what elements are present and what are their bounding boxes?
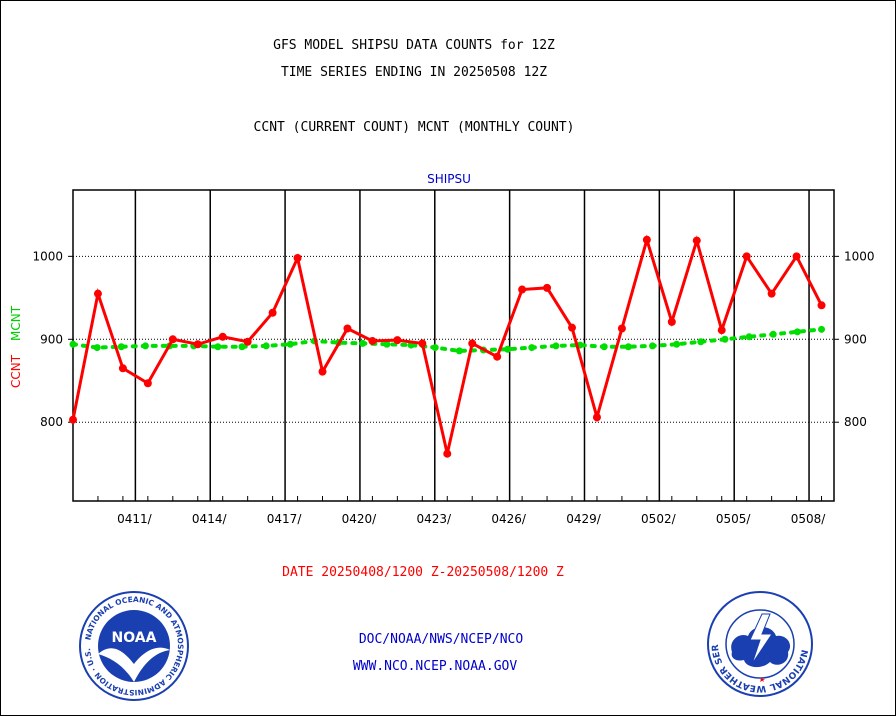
point-mcnt — [69, 340, 77, 348]
point-ccnt — [443, 449, 452, 458]
x-tick-label: 0502/ — [641, 512, 677, 526]
point-mcnt — [141, 342, 149, 350]
x-tick-label: 0505/ — [716, 512, 752, 526]
point-mcnt — [600, 343, 608, 351]
y-tick-label-left: 800 — [40, 415, 63, 429]
point-ccnt — [468, 339, 477, 348]
point-ccnt — [493, 352, 502, 361]
x-tick-label: 0508/ — [791, 512, 827, 526]
point-mcnt — [528, 344, 536, 352]
noaa-logo: NATIONAL OCEANIC AND ATMOSPHERIC ADMINIS… — [74, 583, 190, 706]
point-ccnt — [69, 415, 77, 424]
point-mcnt — [431, 344, 439, 352]
noaa-logo-text: NOAA — [112, 630, 157, 646]
point-ccnt — [193, 340, 202, 349]
point-ccnt — [518, 285, 527, 294]
point-ccnt — [592, 413, 601, 422]
point-mcnt — [697, 338, 705, 346]
chart-area: SHIPSU 800 800 900 900 1000 1000 0411/0414/041… — [9, 172, 875, 526]
chart-title-line1: GFS MODEL SHIPSU DATA COUNTS for 12Z — [273, 38, 555, 53]
point-ccnt — [667, 317, 676, 326]
x-tick-label: 0411/ — [117, 512, 153, 526]
org-label: DOC/NOAA/NWS/NCEP/NCO — [358, 632, 524, 647]
point-mcnt — [624, 343, 632, 351]
nws-logo: NATIONAL WEATHER SERVICE — [703, 583, 814, 702]
point-mcnt — [262, 342, 270, 350]
point-ccnt — [393, 336, 402, 345]
x-tick-label: 0417/ — [267, 512, 303, 526]
x-tick-label: 0426/ — [491, 512, 527, 526]
point-mcnt — [238, 343, 246, 351]
point-ccnt — [168, 335, 177, 344]
point-mcnt — [93, 344, 101, 352]
ylabel-mcnt: MCNT — [9, 305, 23, 341]
point-ccnt — [118, 364, 127, 373]
x-tick-label: 0429/ — [566, 512, 602, 526]
point-mcnt — [769, 330, 777, 338]
point-ccnt — [543, 283, 552, 292]
panel-title: SHIPSU — [427, 172, 471, 186]
point-ccnt — [93, 289, 102, 298]
chart-title-line2: TIME SERIES ENDING IN 20250508 12Z — [280, 65, 548, 80]
point-ccnt — [692, 236, 701, 245]
point-mcnt — [818, 325, 826, 333]
point-ccnt — [218, 332, 227, 341]
point-mcnt — [286, 340, 294, 348]
ylabel-ccnt: CCNT — [9, 354, 23, 388]
point-ccnt — [268, 308, 277, 317]
y-tick-label-left: 900 — [40, 332, 63, 346]
point-mcnt — [214, 343, 222, 351]
point-ccnt — [767, 289, 776, 298]
point-ccnt — [642, 235, 651, 244]
point-ccnt — [617, 324, 626, 333]
chart-subtitle: CCNT (CURRENT COUNT) MCNT (MONTHLY COUNT… — [253, 120, 575, 135]
point-mcnt — [359, 339, 367, 347]
point-ccnt — [243, 337, 252, 346]
website-link[interactable]: WWW.NCO.NCEP.NOAA.GOV — [352, 659, 518, 674]
point-mcnt — [504, 345, 512, 353]
y-tick-label-right: 1000 — [844, 249, 875, 263]
point-mcnt — [793, 328, 801, 336]
point-mcnt — [383, 340, 391, 348]
x-tick-label: 0420/ — [342, 512, 378, 526]
point-ccnt — [568, 323, 577, 332]
point-mcnt — [552, 342, 560, 350]
point-ccnt — [293, 254, 302, 263]
y-tick-label-left: 1000 — [32, 249, 63, 263]
date-range-label: DATE 20250408/1200 Z-20250508/1200 Z — [282, 565, 564, 580]
series-line-mcnt — [71, 327, 824, 353]
point-ccnt — [143, 379, 152, 388]
point-mcnt — [745, 333, 753, 341]
point-ccnt — [318, 367, 327, 376]
point-mcnt — [649, 342, 657, 350]
x-tick-label: 0414/ — [192, 512, 228, 526]
point-ccnt — [742, 252, 751, 261]
point-ccnt — [817, 301, 826, 310]
point-mcnt — [455, 347, 463, 355]
point-mcnt — [117, 343, 125, 351]
time-series-chart: SHIPSU 800 800 900 900 1000 1000 0411/0414/041… — [9, 172, 875, 526]
x-tick-label: 0423/ — [416, 512, 452, 526]
y-tick-label-right: 900 — [844, 332, 867, 346]
point-ccnt — [717, 326, 726, 335]
point-mcnt — [721, 335, 729, 343]
point-ccnt — [792, 252, 801, 261]
point-mcnt — [673, 340, 681, 348]
y-tick-label-right: 800 — [844, 415, 867, 429]
point-ccnt — [418, 339, 427, 348]
point-ccnt — [343, 324, 352, 333]
point-ccnt — [368, 336, 377, 345]
